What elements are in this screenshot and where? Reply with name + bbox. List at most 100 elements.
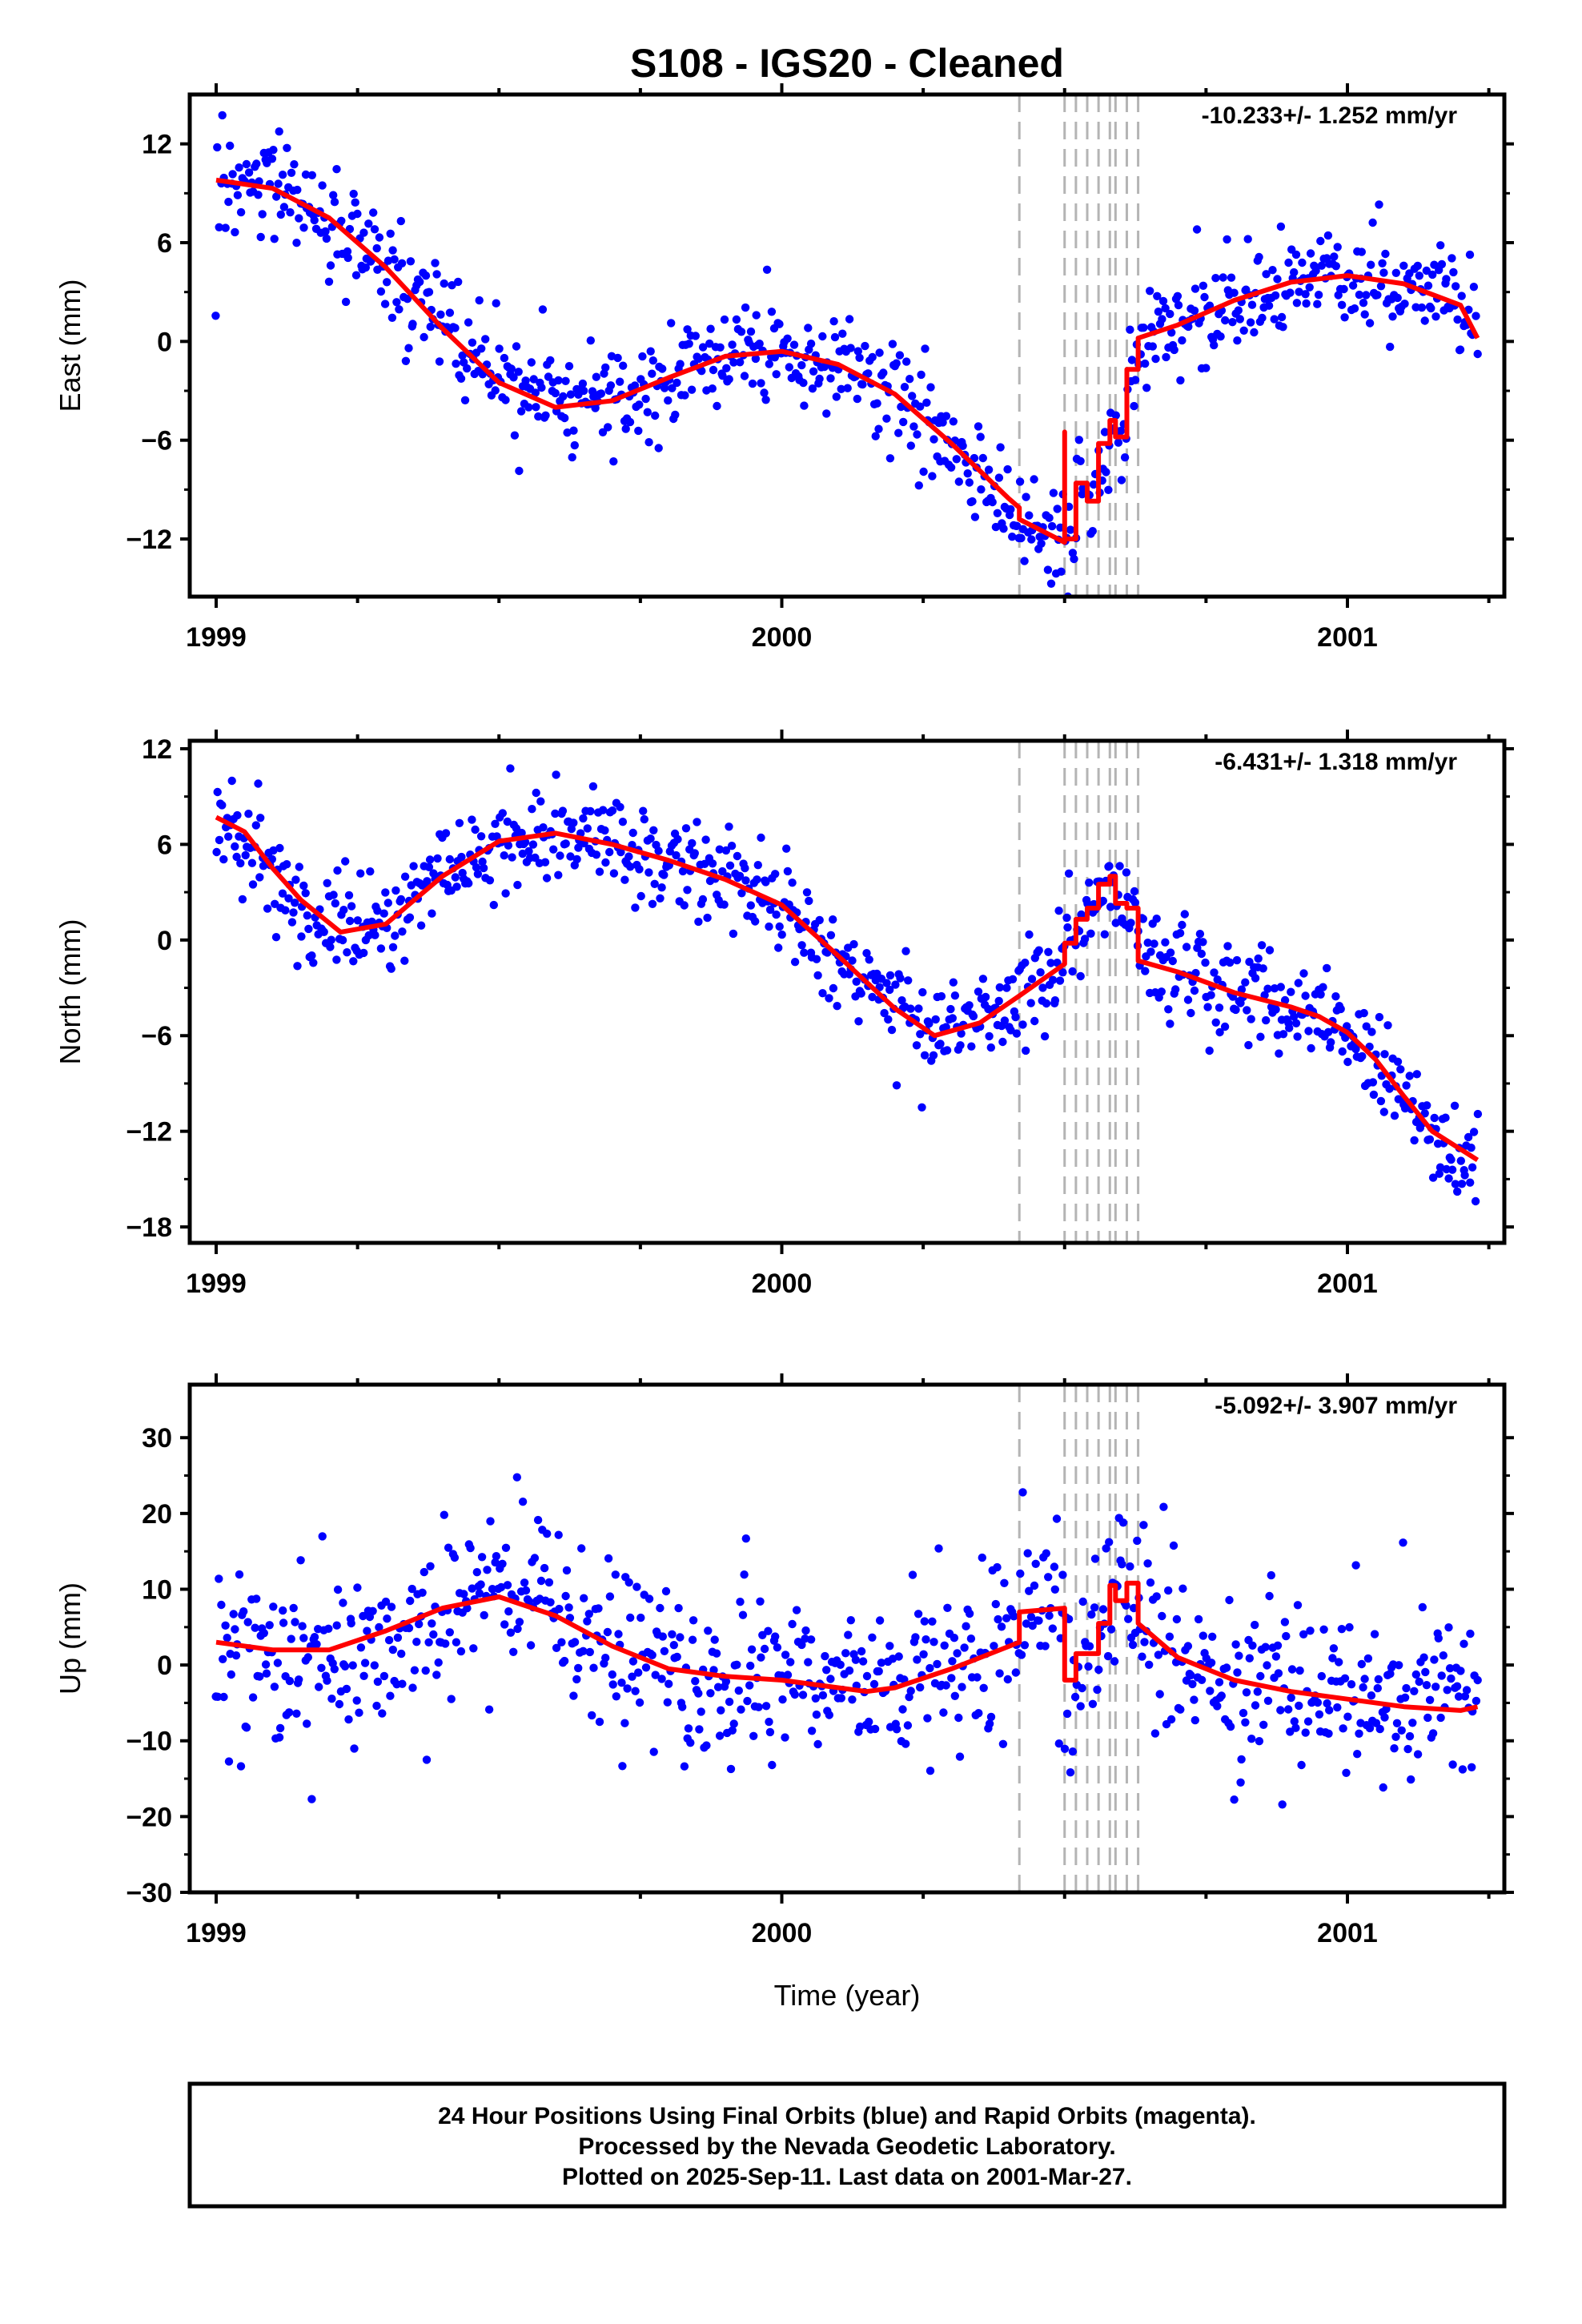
data-point bbox=[1100, 930, 1110, 939]
data-point bbox=[242, 1723, 251, 1732]
data-point bbox=[747, 1645, 757, 1654]
data-point bbox=[962, 1622, 970, 1630]
data-point bbox=[946, 1004, 955, 1014]
data-point bbox=[855, 353, 864, 362]
data-point bbox=[1417, 303, 1427, 312]
data-point bbox=[1305, 283, 1314, 292]
data-point bbox=[256, 814, 265, 822]
data-point bbox=[913, 1655, 921, 1664]
data-point bbox=[624, 1578, 633, 1587]
data-point bbox=[416, 921, 426, 930]
data-point bbox=[683, 325, 692, 334]
data-point bbox=[228, 170, 237, 179]
data-point bbox=[1298, 258, 1307, 267]
data-point bbox=[1290, 1012, 1299, 1021]
data-point bbox=[669, 1641, 678, 1650]
data-point bbox=[621, 424, 630, 433]
data-point bbox=[1221, 316, 1230, 325]
data-point bbox=[292, 1709, 301, 1718]
data-point bbox=[1124, 1614, 1133, 1623]
data-point bbox=[1190, 1695, 1199, 1704]
data-point bbox=[613, 353, 622, 363]
data-point bbox=[657, 1675, 666, 1683]
data-point bbox=[351, 198, 359, 207]
data-point bbox=[1066, 525, 1075, 534]
data-point bbox=[1194, 1614, 1203, 1624]
data-point bbox=[1286, 288, 1295, 297]
data-point bbox=[1175, 929, 1185, 938]
data-point bbox=[450, 1553, 460, 1562]
data-point bbox=[400, 956, 409, 965]
data-point bbox=[1150, 1729, 1160, 1738]
data-point bbox=[585, 1647, 594, 1657]
data-point bbox=[475, 296, 484, 305]
model-line bbox=[215, 814, 1480, 1163]
data-point bbox=[997, 1622, 1006, 1631]
data-point bbox=[269, 1602, 278, 1611]
data-point bbox=[1473, 1109, 1483, 1119]
data-point bbox=[825, 1711, 834, 1719]
data-point bbox=[698, 895, 708, 904]
data-point bbox=[1233, 1668, 1242, 1677]
data-point bbox=[674, 1603, 683, 1613]
data-point bbox=[373, 907, 382, 915]
data-point bbox=[949, 417, 958, 426]
data-point bbox=[938, 418, 947, 427]
data-point bbox=[315, 1683, 323, 1691]
data-point bbox=[472, 863, 481, 872]
data-point bbox=[1058, 968, 1067, 977]
data-point bbox=[457, 852, 466, 862]
data-point bbox=[1054, 1739, 1064, 1748]
data-point bbox=[1050, 996, 1060, 1005]
data-point bbox=[339, 1598, 347, 1607]
data-point bbox=[301, 889, 310, 898]
data-point bbox=[1122, 1601, 1130, 1610]
data-point bbox=[806, 1635, 816, 1644]
data-point bbox=[755, 340, 764, 348]
data-point bbox=[379, 1671, 389, 1681]
data-point bbox=[213, 143, 222, 152]
data-point bbox=[360, 1659, 370, 1667]
data-point bbox=[1315, 1710, 1324, 1719]
data-point bbox=[906, 441, 916, 450]
data-point bbox=[1317, 261, 1327, 270]
x-tick-label: 2001 bbox=[1317, 1269, 1378, 1299]
data-point bbox=[1299, 969, 1308, 978]
data-point bbox=[1219, 273, 1227, 282]
data-point bbox=[1274, 1669, 1283, 1678]
data-point bbox=[223, 1634, 231, 1642]
data-point bbox=[327, 1695, 336, 1703]
data-point bbox=[1263, 984, 1272, 993]
data-point bbox=[578, 379, 588, 388]
data-point bbox=[445, 854, 454, 864]
data-point bbox=[1452, 1682, 1462, 1691]
data-point bbox=[1460, 1639, 1468, 1648]
data-point bbox=[1390, 1112, 1399, 1120]
data-point bbox=[956, 1041, 965, 1050]
data-point bbox=[904, 976, 913, 985]
data-point bbox=[808, 384, 817, 393]
data-point bbox=[248, 880, 258, 889]
data-point bbox=[781, 1733, 789, 1742]
data-point bbox=[513, 1624, 522, 1634]
data-point bbox=[753, 861, 762, 870]
data-point bbox=[396, 216, 405, 226]
data-point bbox=[857, 989, 865, 998]
data-point bbox=[690, 849, 699, 858]
data-point bbox=[1396, 1065, 1405, 1074]
data-point bbox=[764, 1626, 773, 1635]
data-point bbox=[919, 467, 928, 476]
data-point bbox=[368, 1606, 377, 1616]
data-point bbox=[1362, 291, 1371, 300]
data-point bbox=[1030, 475, 1038, 484]
data-point bbox=[882, 414, 891, 423]
data-point bbox=[797, 941, 806, 950]
data-point bbox=[901, 1739, 910, 1748]
data-point bbox=[359, 1611, 367, 1621]
data-point bbox=[1088, 1699, 1098, 1708]
data-point bbox=[1154, 1651, 1163, 1659]
data-point bbox=[1000, 1016, 1010, 1025]
data-point bbox=[783, 1671, 793, 1679]
data-point bbox=[1057, 567, 1066, 576]
data-point bbox=[601, 1654, 610, 1663]
